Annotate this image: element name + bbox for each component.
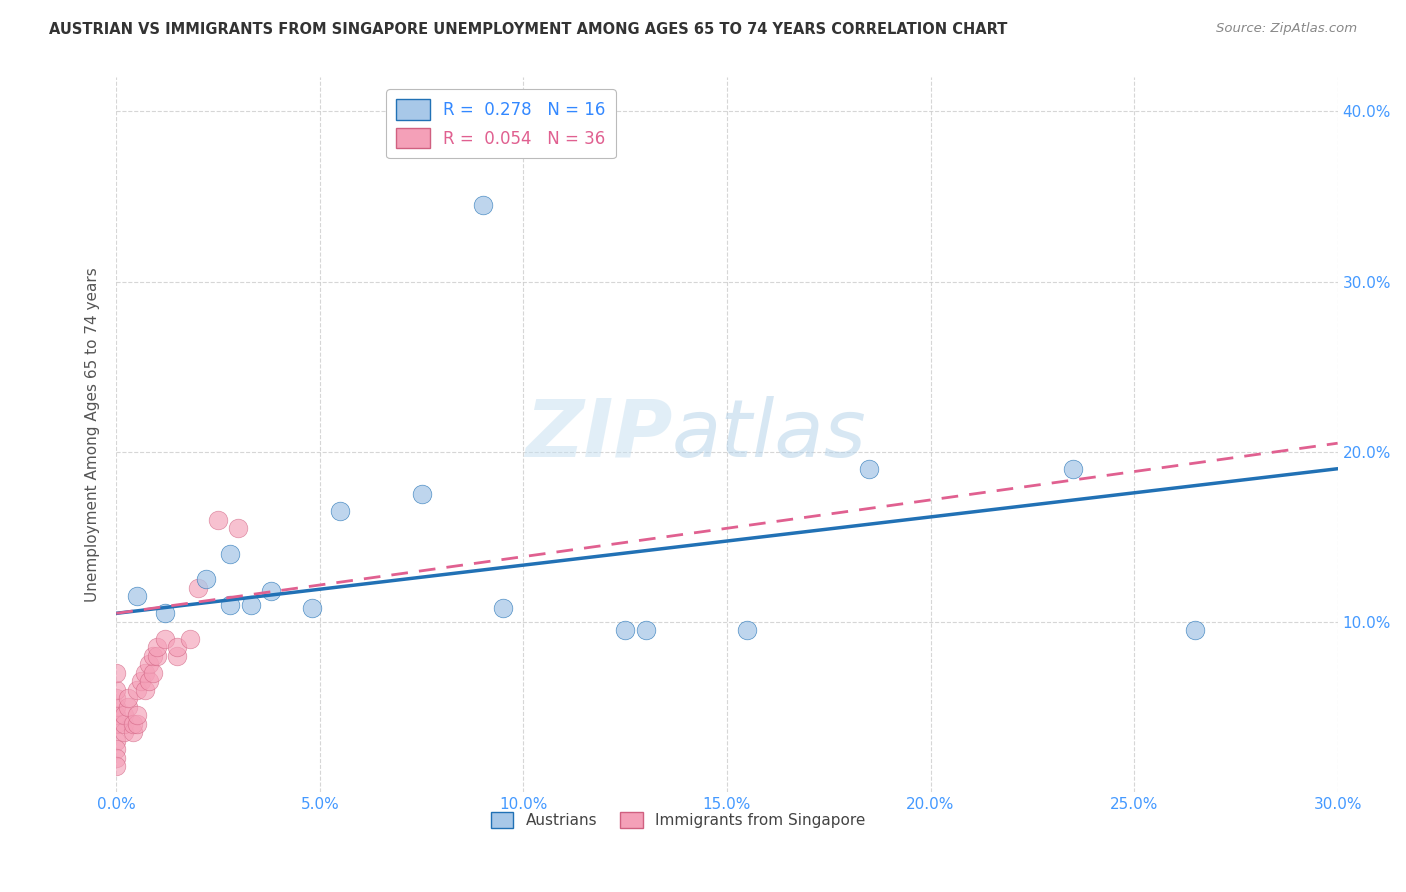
Point — [1062, 461, 1084, 475]
Text: ZIP: ZIP — [524, 396, 672, 474]
Point — [737, 624, 759, 638]
Point — [207, 513, 229, 527]
Point — [121, 717, 143, 731]
Point — [129, 674, 152, 689]
Point — [105, 742, 128, 756]
Point — [105, 717, 128, 731]
Point — [105, 682, 128, 697]
Point — [105, 691, 128, 706]
Point — [301, 601, 323, 615]
Point — [219, 547, 242, 561]
Point — [125, 717, 148, 731]
Point — [138, 674, 160, 689]
Point — [634, 624, 657, 638]
Point — [105, 665, 128, 680]
Point — [166, 648, 188, 663]
Point — [166, 640, 188, 655]
Point — [112, 725, 135, 739]
Point — [471, 198, 494, 212]
Point — [492, 601, 515, 615]
Point — [112, 717, 135, 731]
Point — [411, 487, 433, 501]
Point — [121, 725, 143, 739]
Point — [146, 640, 169, 655]
Text: atlas: atlas — [672, 396, 866, 474]
Point — [134, 665, 156, 680]
Point — [117, 691, 139, 706]
Text: AUSTRIAN VS IMMIGRANTS FROM SINGAPORE UNEMPLOYMENT AMONG AGES 65 TO 74 YEARS COR: AUSTRIAN VS IMMIGRANTS FROM SINGAPORE UN… — [49, 22, 1008, 37]
Point — [329, 504, 352, 518]
Point — [146, 648, 169, 663]
Point — [117, 699, 139, 714]
Point — [194, 572, 217, 586]
Point — [105, 708, 128, 723]
Point — [858, 461, 880, 475]
Point — [179, 632, 201, 646]
Point — [153, 632, 176, 646]
Point — [105, 759, 128, 773]
Point — [153, 607, 176, 621]
Point — [138, 657, 160, 672]
Point — [105, 751, 128, 765]
Point — [134, 682, 156, 697]
Point — [1184, 624, 1206, 638]
Point — [105, 734, 128, 748]
Point — [219, 598, 242, 612]
Point — [142, 648, 165, 663]
Point — [112, 708, 135, 723]
Point — [187, 581, 209, 595]
Point — [125, 590, 148, 604]
Point — [260, 584, 283, 599]
Legend: Austrians, Immigrants from Singapore: Austrians, Immigrants from Singapore — [485, 806, 872, 834]
Point — [239, 598, 262, 612]
Text: Source: ZipAtlas.com: Source: ZipAtlas.com — [1216, 22, 1357, 36]
Point — [125, 708, 148, 723]
Point — [228, 521, 250, 535]
Point — [105, 699, 128, 714]
Point — [614, 624, 637, 638]
Point — [125, 682, 148, 697]
Y-axis label: Unemployment Among Ages 65 to 74 years: Unemployment Among Ages 65 to 74 years — [86, 268, 100, 602]
Point — [142, 665, 165, 680]
